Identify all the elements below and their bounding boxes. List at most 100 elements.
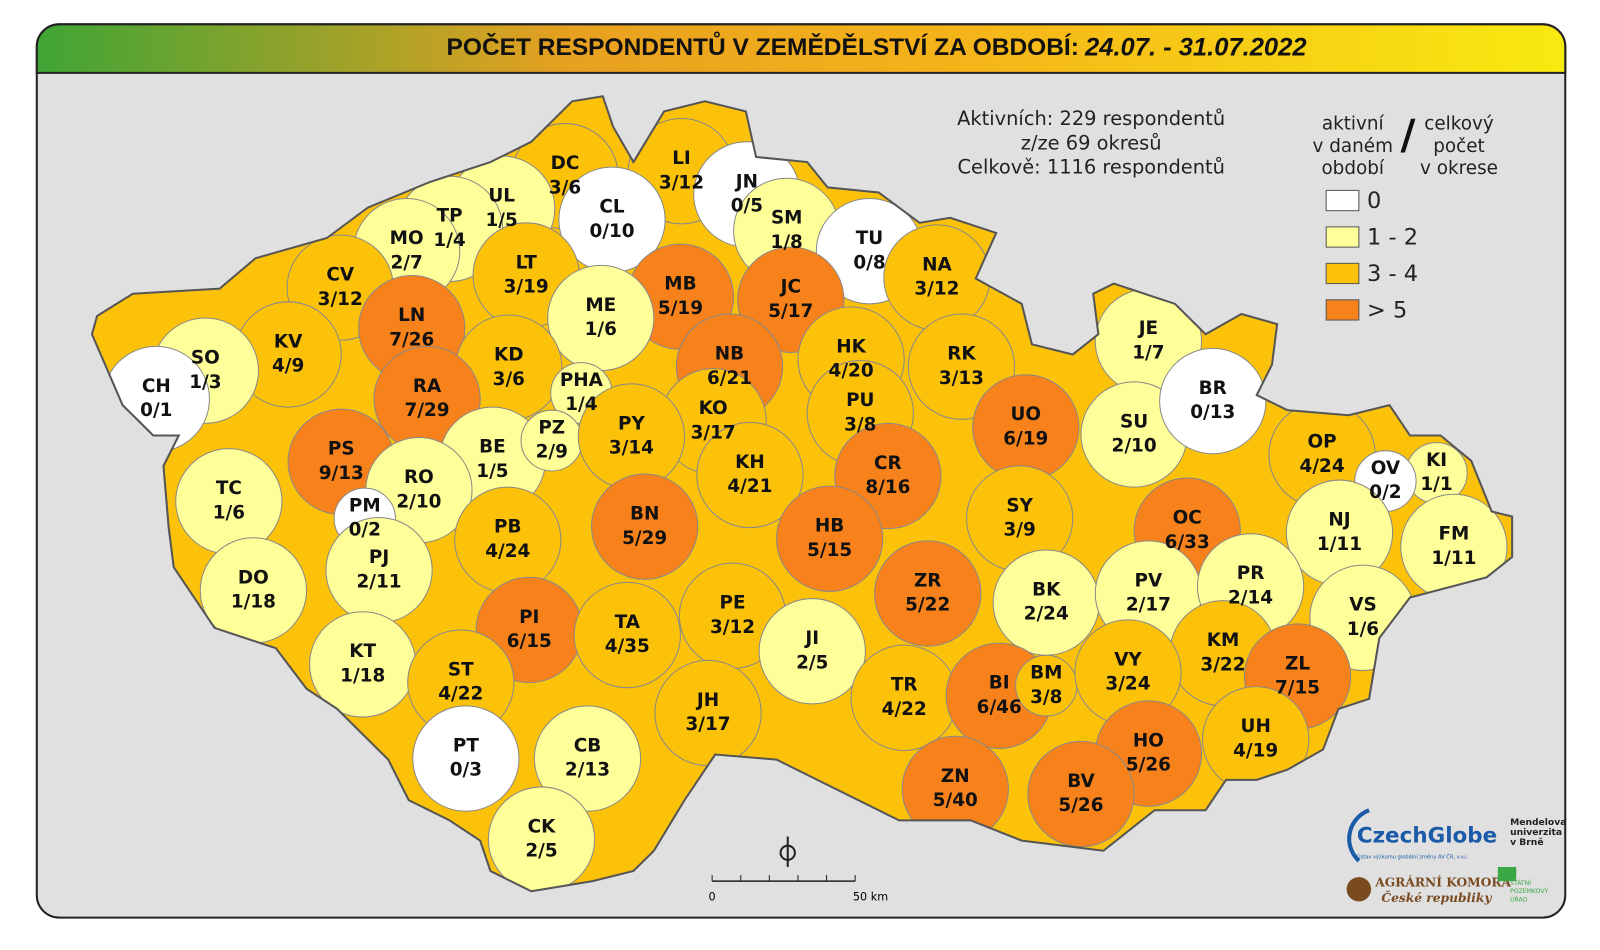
- district-value: 2/10: [1112, 436, 1157, 457]
- district-code: NB: [715, 344, 744, 365]
- district-code: KH: [735, 452, 765, 473]
- logo-czechglobe: CzechGlobe: [1357, 824, 1497, 849]
- district-value: 0/13: [1190, 402, 1235, 423]
- district-code: PJ: [369, 547, 389, 568]
- district-value: 4/22: [438, 684, 483, 705]
- district-value: 2/7: [390, 252, 422, 273]
- district-code: KO: [699, 398, 728, 419]
- district-value: 2/13: [565, 760, 610, 781]
- district-value: 2/10: [396, 491, 441, 512]
- district-code: TC: [216, 478, 242, 499]
- district-code: UO: [1011, 404, 1042, 425]
- district-value: 1/4: [565, 394, 597, 415]
- district-value: 5/40: [933, 790, 978, 811]
- district-code: KV: [274, 331, 303, 352]
- district-value: 1/4: [433, 230, 465, 251]
- logo-agrarni: [1346, 877, 1372, 902]
- district-code: CH: [142, 376, 171, 397]
- district-code: JH: [695, 690, 719, 711]
- district-code: SY: [1006, 495, 1033, 516]
- district-value: 1/5: [486, 210, 518, 231]
- district-code: VY: [1114, 649, 1142, 670]
- district-code: CK: [528, 817, 557, 838]
- district-area: [696, 421, 804, 529]
- legend-header: aktivní: [1322, 114, 1385, 135]
- district-value: 6/19: [1003, 429, 1048, 450]
- district-area: [1159, 347, 1267, 455]
- district-area: [1027, 740, 1135, 848]
- district-value: 0/1: [140, 400, 172, 421]
- scale-label: 50 km: [853, 890, 888, 903]
- district-area: [533, 705, 642, 812]
- district-value: 4/24: [485, 541, 530, 562]
- logo-sub: Ústav výzkumu globální změny AV ČR, v.v.…: [1357, 853, 1469, 860]
- district-area: [199, 537, 308, 644]
- legend-header: v daném: [1312, 136, 1393, 157]
- district-value: 1/3: [189, 372, 221, 393]
- district-code: TR: [891, 675, 918, 696]
- district-code: NA: [922, 254, 952, 275]
- district-value: 2/9: [536, 442, 568, 463]
- district-code: SM: [771, 208, 803, 229]
- district-value: 1/6: [585, 319, 617, 340]
- district-area: [883, 224, 991, 331]
- district-code: TU: [856, 228, 883, 249]
- district-code: PE: [720, 593, 746, 614]
- district-value: 6/15: [507, 631, 552, 652]
- district-value: 0/10: [589, 221, 634, 242]
- district-value: 2/14: [1228, 588, 1273, 609]
- district-value: 4/20: [829, 361, 874, 382]
- district-code: LT: [516, 252, 538, 273]
- district-value: 5/17: [768, 301, 813, 322]
- district-code: PU: [846, 390, 874, 411]
- district-value: 3/22: [1200, 654, 1245, 675]
- district-area: [547, 264, 655, 372]
- district-value: 0/8: [853, 252, 885, 273]
- district-area: [573, 581, 681, 689]
- summary-line: Aktivních: 229 respondentů: [957, 107, 1225, 130]
- logo-spu: POZEMKOVÝ: [1510, 886, 1548, 895]
- legend-swatch: [1325, 189, 1360, 212]
- district-code: OC: [1173, 508, 1202, 529]
- district-code: BN: [630, 504, 659, 525]
- legend-header: počet: [1433, 136, 1485, 157]
- district-code: JN: [734, 171, 758, 192]
- district-code: SU: [1120, 411, 1148, 432]
- district-code: PV: [1135, 570, 1164, 591]
- district-code: DO: [238, 567, 269, 588]
- title-bar: [35, 23, 1567, 74]
- district-code: KM: [1207, 630, 1240, 651]
- district-code: ZR: [914, 570, 941, 591]
- district-code: BE: [479, 437, 506, 458]
- district-code: PS: [328, 439, 355, 460]
- legend-header: v okrese: [1420, 158, 1498, 179]
- district-value: 1/7: [1132, 343, 1164, 364]
- district-value: 1/1: [1420, 474, 1452, 495]
- district-area: [412, 705, 520, 812]
- district-value: 0/2: [349, 520, 381, 541]
- district-code: PT: [453, 735, 480, 756]
- district-code: BR: [1199, 378, 1227, 399]
- district-value: 3/17: [686, 714, 731, 735]
- district-value: 3/24: [1105, 674, 1150, 695]
- annotations: POČET RESPONDENTŮ V ZEMĚDĚLSTVÍ ZA OBDOB…: [447, 31, 1567, 905]
- district-value: 7/15: [1275, 678, 1320, 699]
- district-code: BI: [989, 673, 1010, 694]
- district-code: BK: [1032, 580, 1061, 601]
- district-value: 2/17: [1126, 595, 1171, 616]
- district-value: 5/22: [905, 595, 950, 616]
- district-code: UL: [488, 186, 515, 207]
- district-code: PY: [618, 413, 646, 434]
- district-value: 0/5: [731, 196, 763, 217]
- logo-agrarni: České republiky: [1381, 889, 1492, 905]
- district-value: 3/12: [914, 279, 959, 300]
- district-code: PM: [349, 495, 381, 516]
- district-code: CV: [326, 265, 355, 286]
- logo-spu: ÚŘAD: [1510, 894, 1528, 903]
- scale-label: 0: [709, 890, 716, 903]
- district-code: HK: [836, 336, 866, 357]
- district-code: PR: [1237, 563, 1265, 584]
- district-value: 0/2: [1369, 482, 1401, 503]
- district-value: 4/35: [605, 636, 650, 657]
